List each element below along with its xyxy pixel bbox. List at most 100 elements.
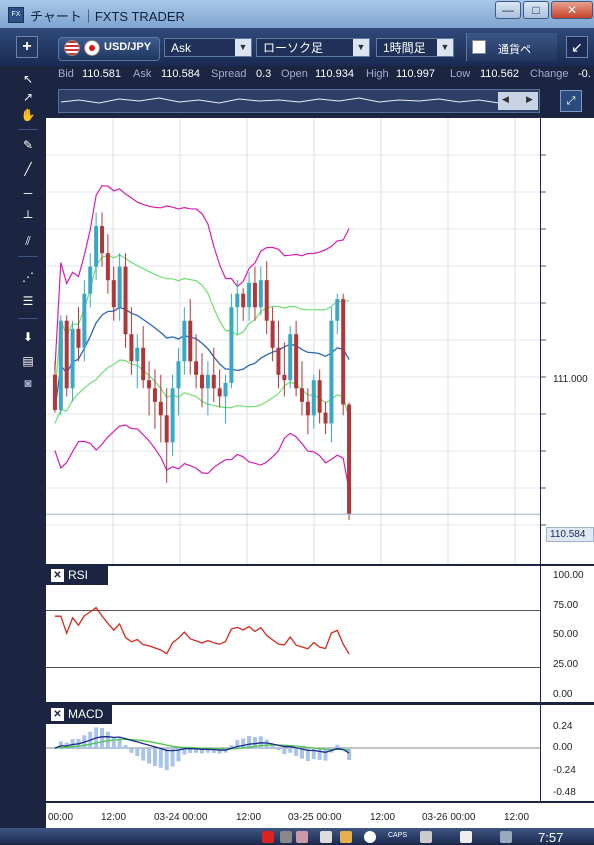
rsi-tick-label: 0.00 <box>553 689 573 700</box>
candle-body <box>217 388 222 397</box>
macd-histogram-bar <box>141 748 146 761</box>
fibonacci-icon[interactable]: ☰ <box>22 294 34 308</box>
spread-label: Spread <box>211 68 247 80</box>
zoom-icon[interactable]: ⤢ <box>560 90 582 112</box>
rsi-tick-label: 25.00 <box>553 659 579 670</box>
candle-body <box>247 282 252 308</box>
open-value: 110.934 <box>315 68 354 80</box>
maximize-button[interactable]: □ <box>523 1 549 19</box>
crosshair-cursor-icon[interactable]: ↗ <box>22 90 34 104</box>
minimize-button[interactable]: — <box>495 1 521 19</box>
pen-tray-icon[interactable] <box>460 831 472 843</box>
help-icon[interactable] <box>364 831 376 843</box>
candle-body <box>323 412 328 424</box>
macd-line <box>54 736 350 754</box>
folder-icon[interactable] <box>340 831 352 843</box>
candle-body <box>264 280 269 321</box>
candle-body <box>335 299 340 321</box>
candle-body <box>170 388 175 443</box>
candle-body <box>252 282 257 308</box>
vertical-line-icon[interactable]: ┴ <box>23 210 33 224</box>
low-label: Low <box>450 68 471 80</box>
close-icon[interactable]: ✕ <box>51 569 64 583</box>
high-value: 110.997 <box>396 68 435 80</box>
macd-tab: ✕ MACD <box>46 705 112 724</box>
horizontal-line-icon[interactable]: ─ <box>23 186 33 200</box>
rsi-panel[interactable]: ✕ RSI <box>46 566 540 702</box>
scroll-left-icon[interactable]: ◀ <box>502 94 509 104</box>
network-icon[interactable] <box>280 831 292 843</box>
cursor-icon[interactable]: ↖ <box>22 72 34 86</box>
fan-icon[interactable]: ⋰ <box>22 270 34 284</box>
close-icon[interactable]: ✕ <box>51 708 64 722</box>
currency-checkbox[interactable] <box>472 40 486 54</box>
macd-histogram-bar <box>176 748 181 762</box>
jp-flag-icon <box>84 40 100 56</box>
candle-body <box>294 334 299 389</box>
macd-tick-label: -0.48 <box>553 787 576 798</box>
candle-body <box>147 380 152 389</box>
list-icon[interactable]: ▤ <box>22 354 34 368</box>
macd-histogram-bar <box>229 745 234 749</box>
macd-histogram-bar <box>335 744 340 749</box>
macd-histogram-bar <box>211 748 216 754</box>
add-chart-button[interactable]: + <box>16 36 38 58</box>
open-label: Open <box>281 68 308 80</box>
candle-body <box>88 266 93 294</box>
clock: 7:57 <box>538 830 564 845</box>
rsi-tick-label: 75.00 <box>553 600 579 611</box>
macd-histogram-bar <box>341 748 346 750</box>
channel-icon[interactable]: ⫽ <box>25 234 31 248</box>
price-tick-label: 111.000 <box>553 374 588 385</box>
overview-scroll-buttons[interactable]: ◀ ▶ <box>498 92 538 110</box>
record-icon[interactable] <box>262 831 274 843</box>
detach-arrow-icon[interactable]: ↙ <box>566 36 588 58</box>
camera-icon[interactable]: ◙ <box>24 376 32 390</box>
hand-icon[interactable]: ✋ <box>20 108 36 122</box>
pen-icon[interactable]: ✎ <box>22 138 34 152</box>
timeframe-dropdown[interactable]: 1時間足 ▼ <box>376 38 454 57</box>
chevron-down-icon: ▼ <box>235 39 251 56</box>
bollinger-upper-inner <box>54 254 350 397</box>
macd-histogram-bar <box>117 738 122 749</box>
macd-histogram-bar <box>194 748 199 753</box>
candle-body <box>64 320 69 389</box>
close-button[interactable]: ✕ <box>551 1 593 19</box>
us-flag-icon <box>64 40 80 56</box>
price-type-value: Ask <box>171 41 192 55</box>
app-tray-icon[interactable] <box>296 831 308 843</box>
candle-body <box>311 380 316 416</box>
candle-body <box>282 374 287 381</box>
macd-histogram-bar <box>164 748 169 771</box>
macd-histogram-bar <box>123 745 128 749</box>
macd-histogram-bar <box>241 738 246 749</box>
divider <box>18 256 38 257</box>
app-icon: FX <box>8 7 24 23</box>
macd-panel[interactable]: ✕ MACD <box>46 705 540 801</box>
caps-indicator: CAPS <box>388 832 408 839</box>
chart-type-dropdown[interactable]: ローソク足 ▼ <box>256 38 370 57</box>
candle-body <box>200 374 204 389</box>
time-tick-label: 12:00 <box>504 812 530 823</box>
time-tick-label: 00:00 <box>48 812 74 823</box>
macd-signal-line <box>54 738 350 751</box>
scroll-right-icon[interactable]: ▶ <box>526 94 533 104</box>
macd-histogram-bar <box>100 728 104 749</box>
rsi-tick-label: 50.00 <box>553 629 579 640</box>
divider <box>18 318 38 319</box>
ask-value: 110.584 <box>161 68 200 80</box>
bid-value: 110.581 <box>82 68 121 80</box>
high-label: High <box>366 68 389 80</box>
macd-histogram-bar <box>264 739 269 749</box>
mail-icon[interactable] <box>320 831 332 843</box>
candle-body <box>164 415 169 443</box>
candle-body <box>117 266 122 308</box>
price-chart[interactable] <box>46 118 540 564</box>
download-icon[interactable]: ⬇ <box>22 330 34 344</box>
price-type-dropdown[interactable]: Ask ▼ <box>164 38 252 57</box>
keyboard-icon[interactable] <box>420 831 432 843</box>
candle-body <box>305 401 310 416</box>
monitor-icon[interactable] <box>500 831 512 843</box>
overview-navigator[interactable] <box>58 89 540 113</box>
trendline-icon[interactable]: ╱ <box>24 162 32 176</box>
